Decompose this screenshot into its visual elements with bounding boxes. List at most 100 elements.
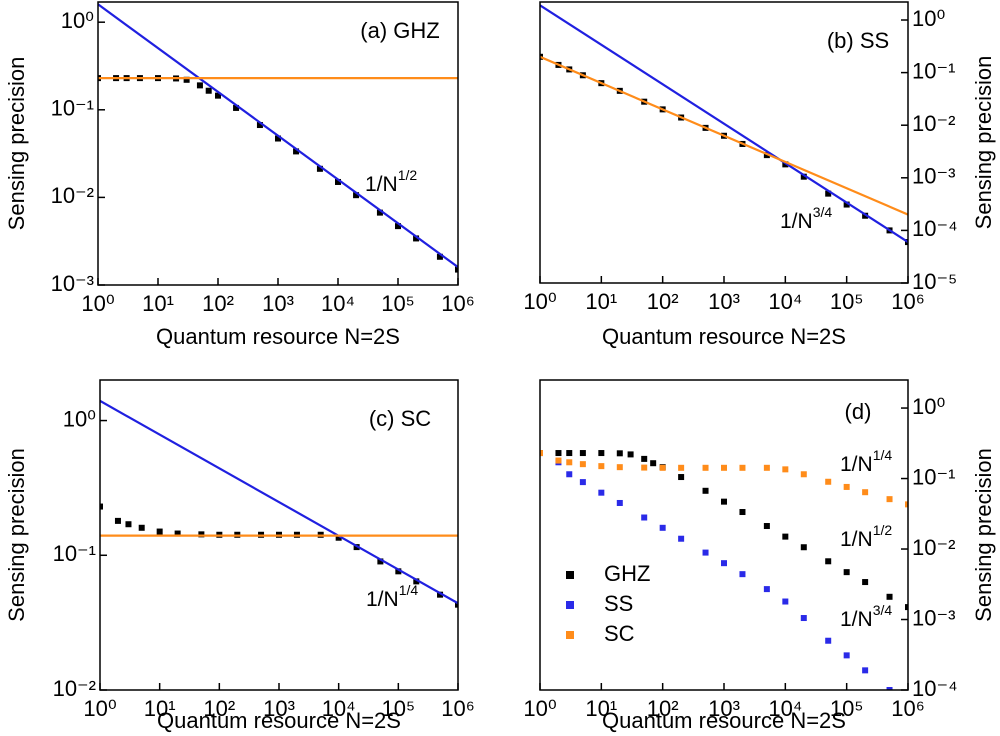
- legend-marker: [566, 631, 574, 639]
- x-axis-label: Quantum resource N=2S: [157, 708, 401, 733]
- annotation-text: 1/N: [780, 210, 813, 233]
- annotation: 1/N1/4: [840, 447, 892, 476]
- data-point: [678, 535, 685, 542]
- plot-area: [100, 399, 458, 608]
- annotation-text: 1/N: [366, 588, 399, 611]
- data-point: [886, 496, 893, 503]
- annotation-text: 1/N: [840, 453, 873, 476]
- legend-label: GHZ: [604, 561, 650, 586]
- data-point: [598, 450, 605, 457]
- x-tick-label: 10⁰: [83, 696, 116, 721]
- x-tick-label: 10⁴: [768, 696, 802, 721]
- data-point: [566, 450, 573, 457]
- data-point: [825, 637, 832, 644]
- y-tick-label: 10⁻³: [912, 164, 955, 189]
- annotation: 1/N3/4: [840, 602, 892, 631]
- y-tick-label: 10⁻³: [51, 271, 94, 296]
- data-point: [233, 104, 240, 111]
- x-tick-label: 10⁶: [441, 291, 475, 316]
- data-point: [540, 450, 543, 457]
- data-point: [800, 173, 807, 180]
- data-point: [353, 192, 360, 199]
- reference-line: [540, 4, 908, 243]
- x-tick-label: 10⁵: [382, 696, 416, 721]
- data-point: [905, 604, 908, 611]
- plot-area: [540, 450, 908, 690]
- annotation: 1/N1/2: [365, 167, 417, 196]
- panel-title: (b) SS: [827, 28, 889, 53]
- reference-line: [540, 55, 908, 216]
- data-point: [335, 178, 341, 185]
- data-point: [721, 560, 727, 567]
- y-axis-label: Sensing precision: [4, 448, 29, 622]
- data-point: [862, 579, 869, 586]
- annotation-superscript: 1/4: [399, 582, 419, 598]
- y-tick-label: 10⁻²: [53, 676, 96, 701]
- x-tick-label: 10²: [202, 291, 234, 316]
- y-tick-label: 10⁻²: [912, 535, 955, 560]
- data-point: [275, 135, 281, 142]
- data-point: [566, 471, 573, 478]
- x-tick-label: 10¹: [585, 696, 617, 721]
- x-tick-label: 10⁵: [381, 291, 415, 316]
- data-point: [436, 253, 443, 260]
- x-tick-label: 10³: [708, 289, 740, 314]
- data-point: [555, 450, 562, 457]
- data-point: [862, 489, 869, 496]
- y-tick-label: 10⁻¹: [53, 541, 96, 566]
- legend-label: SS: [604, 591, 633, 616]
- x-tick-label: 10¹: [142, 291, 174, 316]
- y-tick-label: 10⁻⁴: [912, 216, 958, 241]
- data-point: [376, 209, 383, 216]
- data-point: [659, 464, 666, 471]
- y-tick-label: 10⁻⁴: [912, 676, 958, 701]
- panel-title: (d): [845, 399, 872, 424]
- x-tick-label: 10²: [647, 289, 679, 314]
- data-point: [293, 148, 300, 155]
- data-point: [782, 466, 789, 473]
- data-point: [800, 471, 807, 478]
- x-tick-label: 10¹: [585, 289, 617, 314]
- y-tick-label: 10⁰: [63, 406, 96, 431]
- annotation-superscript: 1/2: [873, 522, 893, 538]
- x-axis-label: Quantum resource N=2S: [602, 708, 846, 733]
- x-tick-label: 10⁶: [891, 696, 925, 721]
- data-point: [702, 487, 709, 494]
- y-tick-label: 10⁻¹: [912, 464, 955, 489]
- x-tick-label: 10⁰: [81, 291, 114, 316]
- data-point: [579, 461, 586, 468]
- x-tick-label: 10²: [647, 696, 679, 721]
- data-point: [174, 530, 181, 537]
- data-point: [100, 503, 103, 510]
- data-point: [659, 524, 666, 531]
- data-point: [566, 459, 573, 466]
- data-point: [800, 544, 807, 551]
- annotation-superscript: 3/4: [813, 204, 833, 220]
- x-axis-label: Quantum resource N=2S: [156, 324, 400, 349]
- data-point: [825, 190, 832, 197]
- data-point: [782, 533, 789, 540]
- y-tick-label: 10⁰: [61, 8, 94, 33]
- data-point: [455, 266, 458, 273]
- data-point: [678, 464, 685, 471]
- data-point: [125, 521, 132, 528]
- y-tick-label: 10⁰: [912, 394, 945, 419]
- x-tick-label: 10⁵: [830, 696, 864, 721]
- x-tick-label: 10⁶: [441, 696, 475, 721]
- y-axis-label: Sensing precision: [971, 448, 996, 622]
- data-point: [702, 464, 709, 471]
- data-point: [616, 450, 623, 457]
- data-point: [641, 464, 648, 471]
- annotation-text: 1/N: [840, 528, 873, 551]
- y-tick-label: 10⁻⁵: [912, 269, 957, 294]
- data-point: [702, 549, 709, 556]
- x-tick-label: 10⁶: [891, 289, 925, 314]
- data-point: [183, 76, 190, 83]
- annotation: 1/N3/4: [780, 204, 832, 233]
- data-point: [641, 514, 648, 521]
- x-tick-label: 10⁰: [523, 696, 556, 721]
- data-point: [739, 509, 746, 516]
- data-point: [156, 528, 163, 535]
- annotation-text: 1/N: [840, 608, 873, 631]
- data-point: [437, 591, 444, 598]
